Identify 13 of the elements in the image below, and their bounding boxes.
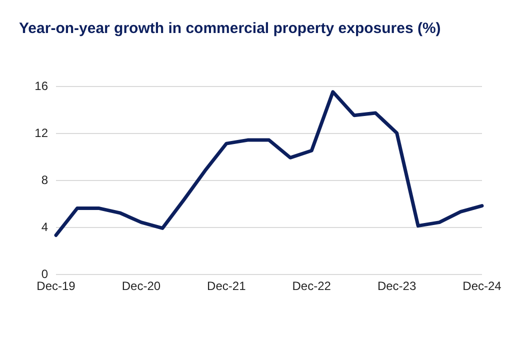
x-tick-label: Dec-19 bbox=[36, 279, 76, 293]
line-series bbox=[54, 90, 484, 237]
x-tick-label: Dec-21 bbox=[207, 279, 246, 293]
x-tick-label: Dec-20 bbox=[122, 279, 161, 293]
chart-title: Year-on-year growth in commercial property exposures (%) bbox=[19, 20, 441, 37]
y-tick-label: 0 bbox=[41, 267, 48, 281]
y-tick-label: 12 bbox=[34, 126, 48, 140]
y-tick-label: 4 bbox=[41, 220, 48, 234]
x-tick-label: Dec-23 bbox=[377, 279, 416, 293]
x-tick-label: Dec-22 bbox=[292, 279, 332, 293]
x-tick-label: Dec-24 bbox=[462, 279, 502, 293]
y-tick-label: 16 bbox=[34, 79, 48, 93]
y-tick-label: 8 bbox=[41, 173, 48, 187]
